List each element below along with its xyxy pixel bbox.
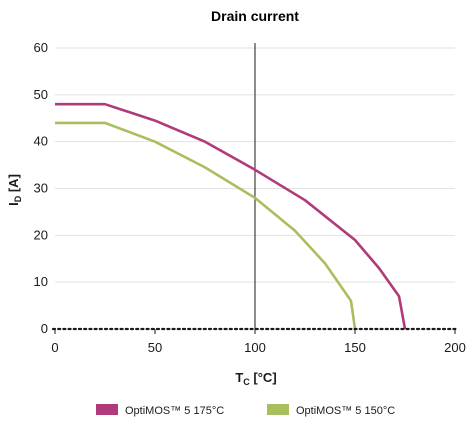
y-tick-label-30: 30 — [34, 181, 48, 196]
legend-label-150c: OptiMOS™ 5 150°C — [296, 405, 395, 417]
series-line-1 — [55, 121, 357, 330]
y-tick-label-20: 20 — [34, 227, 48, 242]
legend-label-175c: OptiMOS™ 5 175°C — [125, 405, 224, 417]
y-axis-label-sub: D — [13, 195, 23, 202]
y-axis-label-main: I — [6, 202, 21, 206]
y-tick-label-0: 0 — [41, 321, 48, 336]
legend-swatch-150c — [267, 404, 289, 415]
y-tick-label-50: 50 — [34, 87, 48, 102]
x-tick-label-50: 50 — [148, 340, 162, 355]
x-axis-label-sub: C — [243, 377, 250, 387]
x-tick-label-100: 100 — [244, 340, 266, 355]
x-axis-label: TC [°C] — [235, 370, 276, 387]
y-tick-label-40: 40 — [34, 134, 48, 149]
x-tick-labels: 0 50 100 150 200 — [51, 329, 466, 355]
x-tick-label-150: 150 — [344, 340, 366, 355]
y-axis-label: ID [A] — [6, 174, 23, 206]
y-tick-label-10: 10 — [34, 274, 48, 289]
x-tick-label-0: 0 — [51, 340, 58, 355]
y-tick-label-60: 60 — [34, 40, 48, 55]
x-axis-label-main: T — [235, 370, 243, 385]
x-axis-label-unit: [°C] — [250, 370, 277, 385]
series-line-0 — [55, 102, 407, 330]
legend-swatch-175c — [96, 404, 118, 415]
series-layer — [54, 102, 407, 330]
x-tick-label-200: 200 — [444, 340, 466, 355]
y-axis-label-unit: [A] — [6, 174, 21, 196]
y-tick-labels: 0 10 20 30 40 50 60 — [34, 40, 48, 336]
chart-title: Drain current — [211, 8, 299, 24]
legend: OptiMOS™ 5 175°C OptiMOS™ 5 150°C — [96, 404, 395, 417]
